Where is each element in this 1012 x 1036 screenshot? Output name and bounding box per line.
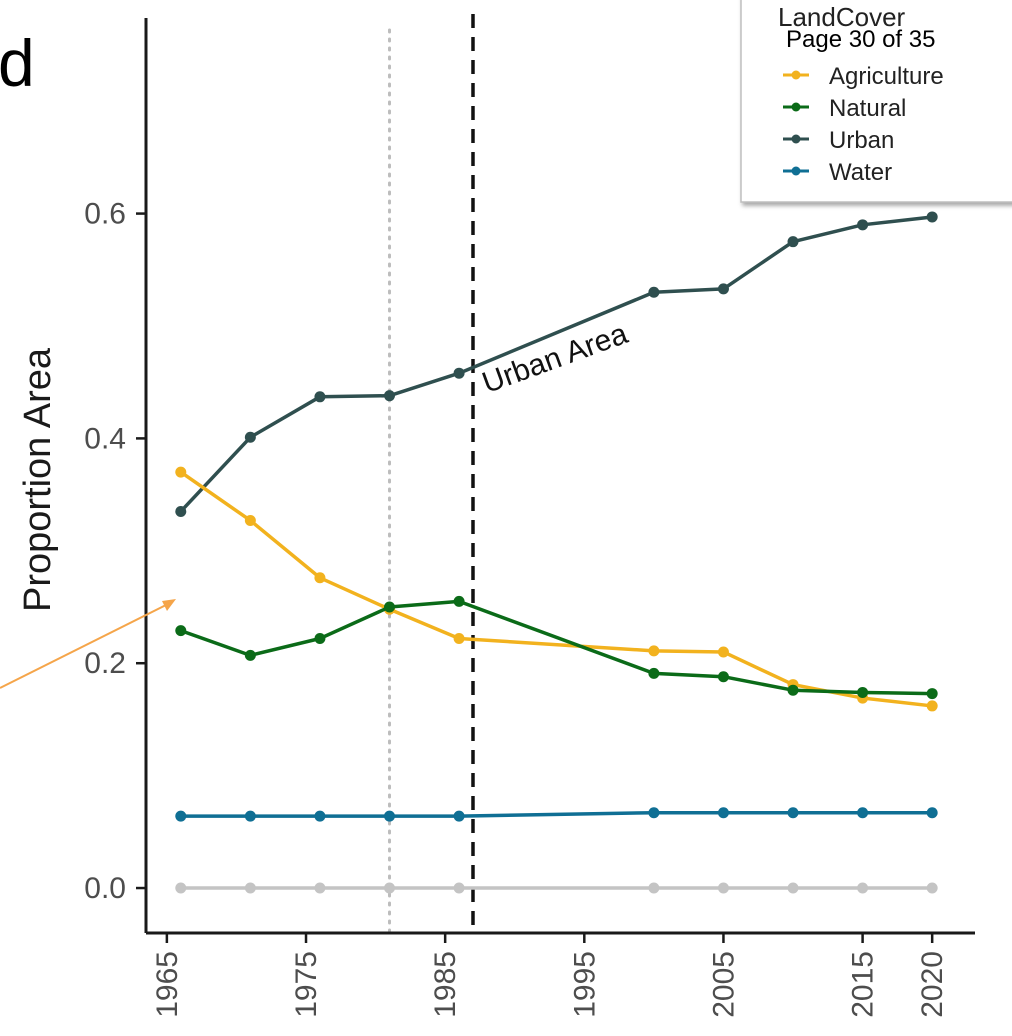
baseline-data-point [857,882,869,894]
legend-title: LandCover [778,2,906,32]
natural-series-line [180,599,933,696]
legend-key-point [791,102,801,112]
water-data-point [717,807,729,819]
natural-data-point [175,625,187,637]
urban-data-point [857,219,869,231]
urban-data-point [717,283,729,295]
urban-data-point [926,211,938,223]
natural-data-point [857,686,869,698]
urban-data-point [314,391,326,403]
natural-data-point [648,667,660,679]
x-tick-label: 2015 [847,951,880,1018]
natural-data-point [314,632,326,644]
legend-key-point [791,166,801,176]
natural-data-point [926,688,938,700]
legend-label-urban: Urban [829,127,894,154]
baseline-data-point [244,882,256,894]
agriculture-data-point [648,645,660,657]
urban-data-point [453,367,465,379]
x-tick-label: 2005 [707,951,740,1018]
water-data-point [175,810,187,822]
y-tick-label: 0.0 [84,872,126,905]
natural-data-point [453,595,465,607]
urban-data-point [175,505,187,517]
agriculture-data-point [314,572,326,584]
x-tick-label: 1965 [151,951,184,1018]
urban-data-point [787,236,799,248]
agriculture-data-point [926,700,938,712]
x-tick-label: 1975 [290,951,323,1018]
agriculture-data-point [175,466,187,478]
legend-box [740,0,1012,203]
axes: 0.0 0.2 0.4 0.6 1965 1975 1985 1995 2005 2015 2020 [84,18,975,1018]
x-tick-label: 1995 [568,951,601,1018]
legend: LandCover Page 30 of 35 Agriculture Natur… [740,0,1012,203]
urban-area-annotation: Urban Area [478,317,632,400]
water-data-point [244,810,256,822]
natural-data-point [717,671,729,683]
series-lines [175,211,938,894]
legend-key-point [791,70,801,80]
water-data-point [453,810,465,822]
water-data-point [857,807,869,819]
baseline-data-point [175,882,187,894]
agriculture-data-point [717,646,729,658]
baseline-data-point [926,882,938,894]
annotations: Urban Area [478,317,632,400]
natural-data-point [384,601,396,613]
agriculture-series-line [179,470,933,708]
y-tick-label: 0.4 [84,422,126,455]
baseline-data-point [717,882,729,894]
agriculture-data-point [453,632,465,644]
water-data-point [648,807,660,819]
water-data-point [384,810,396,822]
natural-data-point [244,649,256,661]
page-label: Page 30 of 35 [786,26,935,53]
legend-label-agriculture: Agriculture [829,63,944,90]
legend-label-water: Water [829,159,892,186]
legend-key-point [791,134,801,144]
legend-label-natural: Natural [829,95,906,122]
agriculture-data-point [244,514,256,526]
water-series-line [180,810,933,818]
y-tick-label: 0.2 [84,647,126,680]
urban-series-line [179,215,933,513]
natural-data-point [787,684,799,696]
baseline-data-point [314,882,326,894]
reference-lines [388,14,475,935]
y-axis-title: Proportion Area [17,347,59,612]
water-data-point [787,807,799,819]
pointer-arrow [0,599,176,689]
x-tick-label: 1985 [429,951,462,1018]
urban-data-point [244,431,256,443]
x-tick-label: 2020 [916,951,949,1018]
partial-heading-text: d [0,26,35,100]
y-tick-label: 0.6 [84,198,126,231]
baseline-data-point [453,882,465,894]
baseline-data-point [384,882,396,894]
baseline-data-point [787,882,799,894]
baseline-data-point [648,882,660,894]
water-data-point [926,807,938,819]
urban-data-point [648,286,660,298]
urban-data-point [384,390,396,402]
water-data-point [314,810,326,822]
legend-items: Agriculture Natural Urban Water [783,63,944,186]
